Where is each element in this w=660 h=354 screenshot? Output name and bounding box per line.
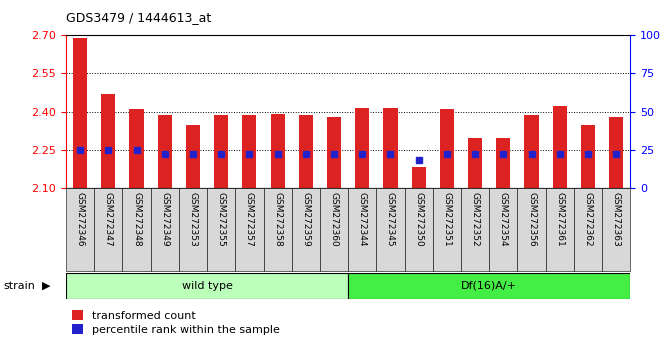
Bar: [129, 109, 144, 188]
FancyBboxPatch shape: [150, 188, 179, 271]
Bar: [271, 114, 284, 188]
Text: GSM272362: GSM272362: [583, 192, 593, 246]
Text: GSM272354: GSM272354: [499, 192, 508, 246]
Bar: [327, 116, 341, 188]
Text: GDS3479 / 1444613_at: GDS3479 / 1444613_at: [66, 11, 211, 24]
Bar: [609, 116, 623, 188]
Bar: [355, 108, 370, 188]
Bar: [383, 108, 397, 188]
Text: GSM272359: GSM272359: [302, 192, 310, 246]
Text: GSM272357: GSM272357: [245, 192, 254, 246]
Bar: [581, 125, 595, 188]
Bar: [186, 125, 200, 188]
FancyBboxPatch shape: [179, 188, 207, 271]
FancyBboxPatch shape: [489, 188, 517, 271]
Text: GSM272363: GSM272363: [612, 192, 620, 246]
FancyBboxPatch shape: [405, 188, 433, 271]
FancyBboxPatch shape: [320, 188, 348, 271]
Text: GSM272345: GSM272345: [386, 192, 395, 246]
Text: GSM272346: GSM272346: [76, 192, 84, 246]
Text: strain: strain: [3, 281, 35, 291]
Text: GSM272355: GSM272355: [216, 192, 226, 246]
Text: GSM272348: GSM272348: [132, 192, 141, 246]
FancyBboxPatch shape: [517, 188, 546, 271]
FancyBboxPatch shape: [263, 188, 292, 271]
FancyBboxPatch shape: [94, 188, 123, 271]
Text: wild type: wild type: [182, 281, 232, 291]
Text: GSM272350: GSM272350: [414, 192, 423, 246]
Bar: [552, 107, 567, 188]
Bar: [468, 138, 482, 188]
Bar: [412, 167, 426, 188]
FancyBboxPatch shape: [66, 188, 94, 271]
FancyBboxPatch shape: [461, 188, 489, 271]
Text: ▶: ▶: [42, 281, 50, 291]
Bar: [299, 115, 313, 188]
Bar: [158, 115, 172, 188]
Bar: [214, 115, 228, 188]
FancyBboxPatch shape: [546, 188, 574, 271]
Text: Df(16)A/+: Df(16)A/+: [461, 281, 517, 291]
FancyBboxPatch shape: [207, 188, 236, 271]
Text: GSM272349: GSM272349: [160, 192, 169, 246]
FancyBboxPatch shape: [236, 188, 263, 271]
FancyBboxPatch shape: [348, 188, 376, 271]
FancyBboxPatch shape: [123, 188, 150, 271]
Bar: [440, 109, 454, 188]
Text: GSM272358: GSM272358: [273, 192, 282, 246]
Bar: [101, 94, 116, 188]
Text: GSM272356: GSM272356: [527, 192, 536, 246]
Text: GSM272360: GSM272360: [329, 192, 339, 246]
FancyBboxPatch shape: [602, 188, 630, 271]
FancyBboxPatch shape: [376, 188, 405, 271]
FancyBboxPatch shape: [66, 273, 348, 299]
Text: GSM272347: GSM272347: [104, 192, 113, 246]
Bar: [496, 138, 510, 188]
Text: GSM272353: GSM272353: [189, 192, 197, 246]
Text: GSM272351: GSM272351: [442, 192, 451, 246]
Text: GSM272361: GSM272361: [555, 192, 564, 246]
FancyBboxPatch shape: [292, 188, 320, 271]
FancyBboxPatch shape: [574, 188, 602, 271]
Bar: [525, 115, 539, 188]
Text: GSM272352: GSM272352: [471, 192, 480, 246]
Bar: [242, 115, 257, 188]
Legend: transformed count, percentile rank within the sample: transformed count, percentile rank withi…: [71, 310, 279, 335]
FancyBboxPatch shape: [433, 188, 461, 271]
Text: GSM272344: GSM272344: [358, 192, 367, 246]
Bar: [73, 38, 87, 188]
FancyBboxPatch shape: [348, 273, 630, 299]
